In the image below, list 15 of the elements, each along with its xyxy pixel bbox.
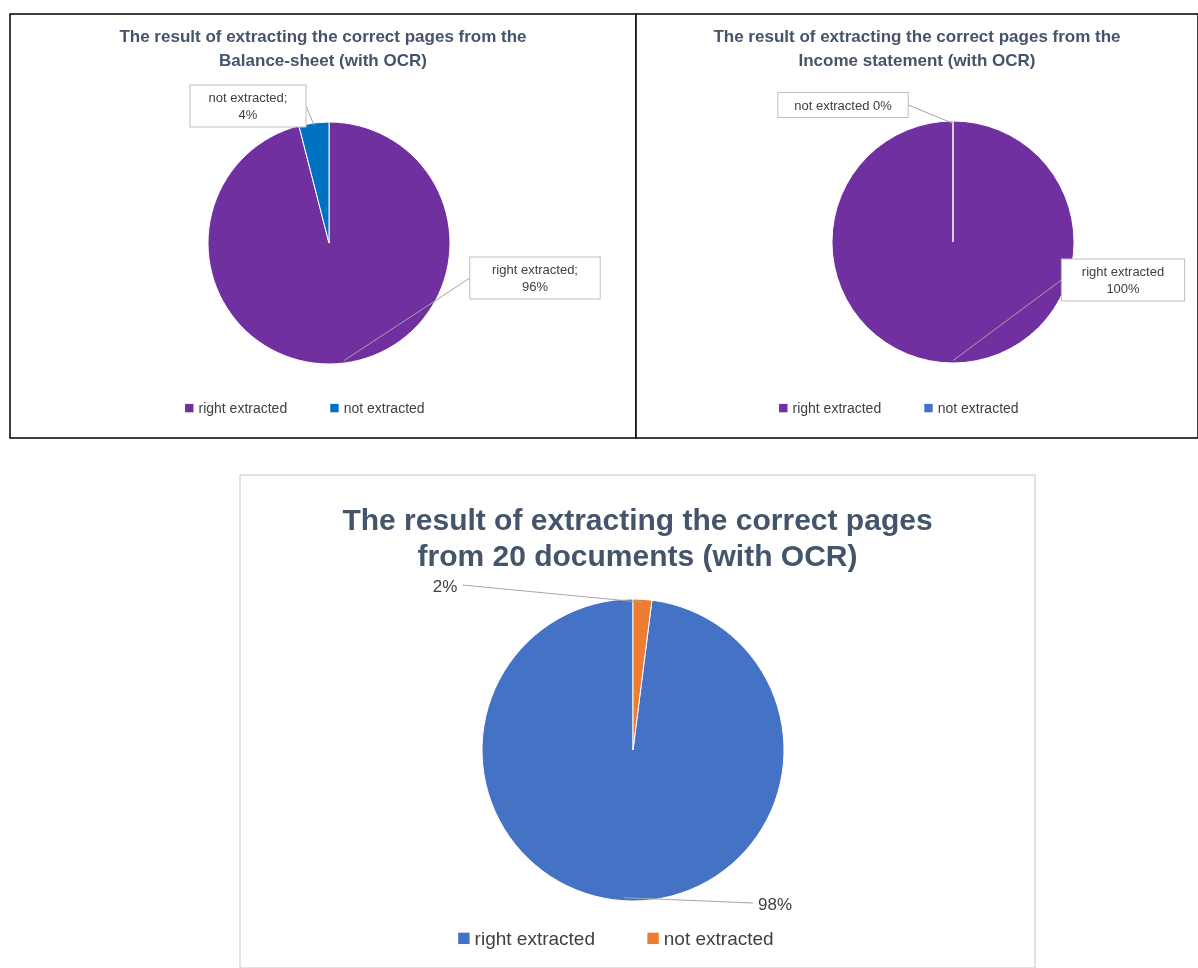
legend-label: not extracted xyxy=(663,928,774,949)
data-label: 2% xyxy=(432,576,458,596)
data-label: 98% xyxy=(757,894,793,914)
legend-label: right extracted xyxy=(474,928,595,949)
chart-title: The result of extracting the correct pages from the Income statement (with OCR) xyxy=(713,27,1121,70)
text: not extracted 0% xyxy=(794,97,892,113)
legend-label: right extracted xyxy=(198,400,288,416)
data-label: not extracted; 4% xyxy=(208,90,288,122)
legend-label: not extracted xyxy=(343,400,425,416)
chart-title: The result of extracting the correct pages from the Balance-sheet (with OCR) xyxy=(119,27,527,70)
legend-label: right extracted xyxy=(792,400,882,416)
data-label: right extracted 100% xyxy=(1081,264,1165,296)
data-label: right extracted; 96% xyxy=(492,262,578,294)
legend-label: not extracted xyxy=(937,400,1019,416)
chart-title: The result of extracting the correct pages from 20 documents (with OCR) xyxy=(342,503,933,572)
